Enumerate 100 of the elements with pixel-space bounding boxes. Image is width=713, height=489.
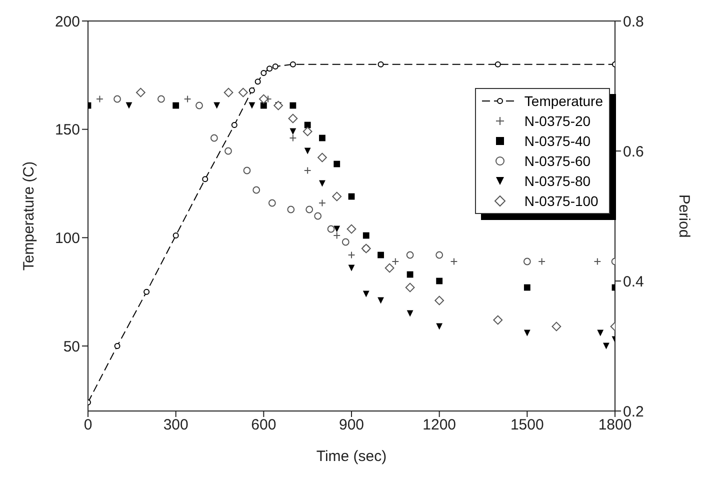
point (493, 315, 503, 325)
point (378, 252, 384, 258)
legend-label: N-0375-60 (524, 153, 591, 169)
point (243, 166, 251, 174)
point (157, 95, 165, 103)
point (538, 258, 546, 266)
point (172, 102, 180, 109)
point (523, 258, 531, 266)
point (248, 102, 256, 109)
point (434, 296, 444, 306)
y2-tick-label: 0.8 (623, 13, 644, 30)
point (436, 323, 443, 330)
point (333, 232, 341, 240)
point (304, 122, 311, 128)
point (603, 342, 610, 350)
point (406, 251, 414, 259)
point (302, 126, 312, 136)
point (405, 282, 415, 292)
point (196, 102, 203, 110)
point (252, 186, 260, 194)
x-tick-label: 300 (163, 416, 188, 434)
y2-tick-label: 0.4 (623, 273, 644, 290)
y-axis-title: Temperature (C) (20, 161, 38, 271)
point (406, 310, 414, 317)
point (144, 288, 150, 295)
y-tick-label: 50 (63, 338, 80, 356)
point (436, 278, 443, 284)
point (552, 322, 562, 332)
point (268, 199, 276, 207)
point (238, 88, 248, 98)
point (290, 102, 296, 109)
point (254, 78, 261, 85)
point (290, 128, 296, 135)
legend-label: Temperature (524, 93, 603, 109)
x-tick-label: 600 (251, 416, 276, 434)
point (494, 61, 501, 68)
point (348, 251, 356, 259)
point (378, 297, 384, 304)
point (327, 225, 335, 233)
point (260, 70, 267, 76)
y-tick-label: 150 (54, 122, 80, 139)
point (172, 232, 179, 238)
point (332, 192, 342, 202)
x-tick-label: 1500 (510, 416, 544, 434)
point (202, 176, 208, 182)
point (594, 258, 602, 266)
point (346, 224, 356, 234)
point (406, 271, 414, 278)
point (362, 290, 370, 298)
point (114, 343, 120, 349)
point (450, 258, 458, 266)
point (334, 226, 340, 232)
point (378, 61, 384, 68)
point (597, 330, 604, 336)
point (258, 94, 268, 104)
x-tick-label: 1200 (422, 416, 456, 434)
point (248, 87, 255, 94)
point (319, 180, 326, 187)
point (436, 251, 444, 259)
point (318, 199, 326, 207)
point (334, 160, 340, 168)
point (306, 206, 314, 214)
legend-label: N-0375-20 (524, 113, 591, 129)
point (342, 238, 350, 246)
point (272, 64, 278, 70)
point (231, 122, 238, 128)
y2-axis-title: Period (676, 194, 693, 238)
point (266, 66, 273, 72)
x-tick-label: 900 (338, 416, 364, 434)
point (260, 102, 267, 109)
point (224, 147, 232, 155)
point (304, 148, 311, 154)
point (288, 114, 298, 124)
point (362, 232, 370, 239)
legend-label: N-0375-100 (524, 193, 598, 209)
point (136, 88, 146, 98)
y2-tick-label: 0.6 (623, 143, 644, 160)
point (524, 284, 530, 291)
point (304, 166, 312, 174)
point (214, 102, 220, 109)
y-tick-label: 200 (54, 13, 80, 30)
point (289, 134, 297, 142)
legend-label: N-0375-40 (524, 133, 591, 149)
point (319, 134, 326, 142)
point (392, 258, 400, 266)
point (184, 95, 192, 103)
point (210, 134, 218, 142)
point (318, 152, 327, 162)
y-tick-label: 100 (54, 230, 80, 247)
x-axis-title: Time (sec) (316, 448, 387, 465)
point (314, 212, 322, 220)
point (224, 88, 234, 98)
x-tick-label: 0 (84, 416, 92, 434)
point (384, 263, 394, 273)
point (96, 95, 104, 103)
legend-label: N-0375-80 (524, 173, 591, 189)
point (290, 61, 296, 68)
point (287, 206, 295, 214)
point (524, 330, 530, 336)
point (114, 95, 121, 103)
